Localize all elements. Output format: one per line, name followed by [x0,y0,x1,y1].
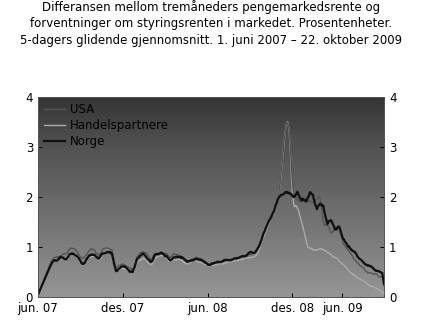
Handelspartnere [97,258,102,262]
USA [285,120,290,124]
Norge [297,194,302,198]
USA [267,218,272,222]
Handelspartnere [35,293,41,297]
USA [297,199,302,203]
Handelspartnere [285,120,290,124]
Handelspartnere [192,259,197,263]
USA [239,254,244,258]
Handelspartnere [297,211,302,215]
Text: Differansen mellom tremåneders pengemarkedsrente og
forventninger om styringsren: Differansen mellom tremåneders pengemark… [20,0,402,47]
USA [192,257,197,261]
USA [97,253,102,257]
USA [35,293,41,297]
Handelspartnere [124,268,130,272]
Line: Norge: Norge [38,192,384,295]
Norge [295,190,300,194]
Norge [381,282,387,286]
Handelspartnere [239,258,244,262]
Line: USA: USA [38,122,384,295]
Norge [239,255,244,259]
Norge [124,267,130,271]
USA [381,284,387,288]
Handelspartnere [267,220,272,224]
Norge [192,258,197,262]
Legend: USA, Handelspartnere, Norge: USA, Handelspartnere, Norge [41,101,171,150]
Norge [35,293,41,297]
USA [124,265,130,269]
Norge [267,219,272,223]
Norge [97,256,102,260]
Handelspartnere [381,292,387,296]
Line: Handelspartnere: Handelspartnere [38,122,384,295]
